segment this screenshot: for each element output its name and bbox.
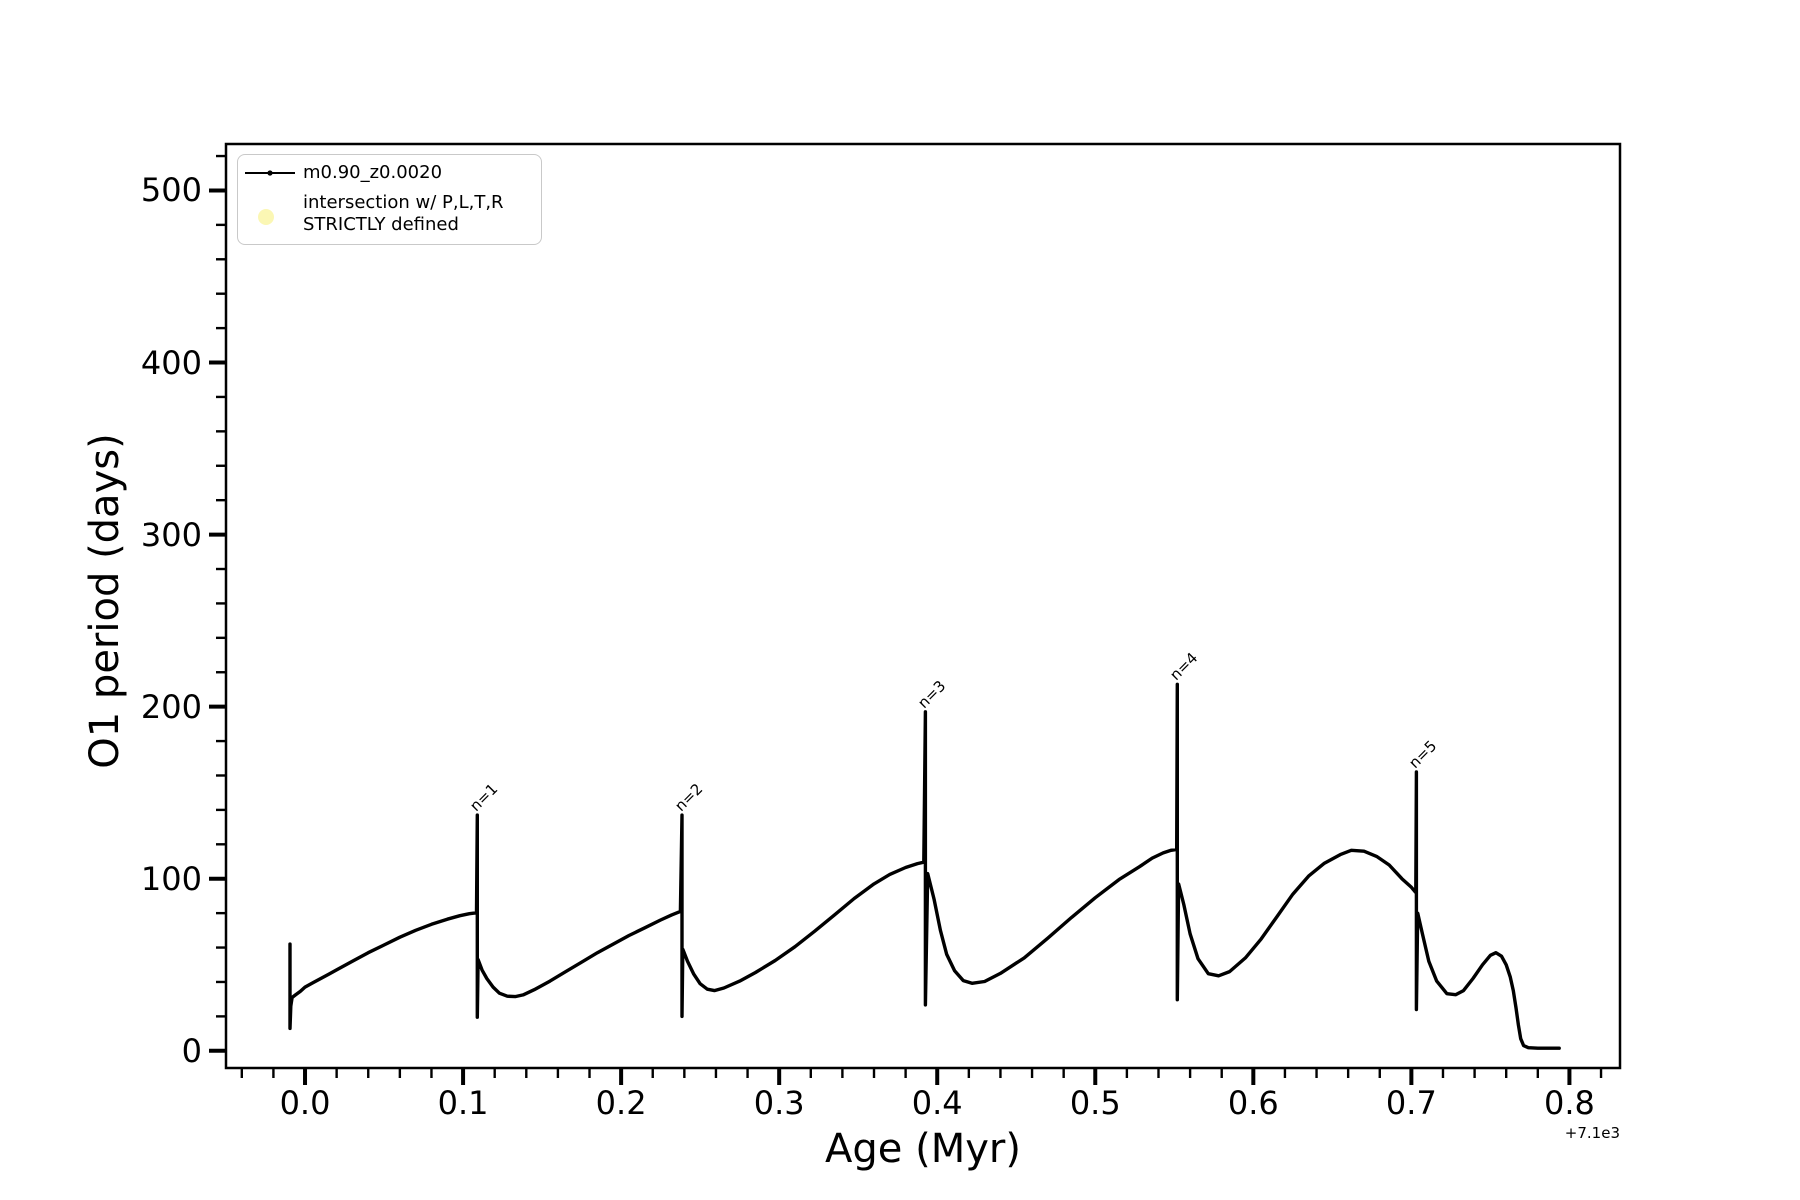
x-tick-label: 0.6 xyxy=(1227,1084,1279,1122)
y-tick-label: 500 xyxy=(140,171,202,210)
legend-intersection-marker xyxy=(258,209,274,225)
annotation-label: n=5 xyxy=(1405,736,1441,773)
x-tick-label: 0.2 xyxy=(595,1084,647,1122)
legend-intersection-label-line2: STRICTLY defined xyxy=(303,213,459,235)
y-tick-label: 0 xyxy=(181,1031,202,1070)
y-tick-label: 100 xyxy=(140,859,202,898)
legend-entry-intersection-label: intersection w/ P,L,T,R STRICTLY defined xyxy=(303,192,504,235)
x-tick-label: 0.7 xyxy=(1385,1084,1437,1122)
y-tick-label: 200 xyxy=(140,687,202,726)
annotation-label: n=1 xyxy=(466,779,502,816)
annotation-label: n=4 xyxy=(1166,649,1202,685)
x-axis-label: Age (Myr) xyxy=(825,1126,1021,1172)
legend-entry-series-label: m0.90_z0.0020 xyxy=(303,162,443,183)
x-tick-label: 0.1 xyxy=(437,1084,489,1122)
annotation-label: n=2 xyxy=(671,779,707,816)
y-tick-label: 400 xyxy=(140,343,202,382)
legend-line-marker xyxy=(245,170,295,176)
legend-intersection-label-line1: intersection w/ P,L,T,R xyxy=(303,192,504,213)
series-line xyxy=(288,682,1561,1050)
x-tick-label: 0.0 xyxy=(279,1084,331,1122)
y-axis-label: O1 period (days) xyxy=(82,433,128,769)
plot-spines xyxy=(224,142,1622,1070)
x-axis-offset-text: +7.1e3 xyxy=(1564,1124,1620,1142)
x-tick-label: 0.3 xyxy=(753,1084,805,1122)
legend: m0.90_z0.0020 intersection w/ P,L,T,R ST… xyxy=(237,154,542,245)
x-tick-label: 0.5 xyxy=(1069,1084,1121,1122)
y-tick-label: 300 xyxy=(140,515,202,554)
x-tick-label: 0.8 xyxy=(1543,1084,1595,1122)
annotation-label: n=3 xyxy=(914,676,950,712)
x-tick-label: 0.4 xyxy=(911,1084,963,1122)
